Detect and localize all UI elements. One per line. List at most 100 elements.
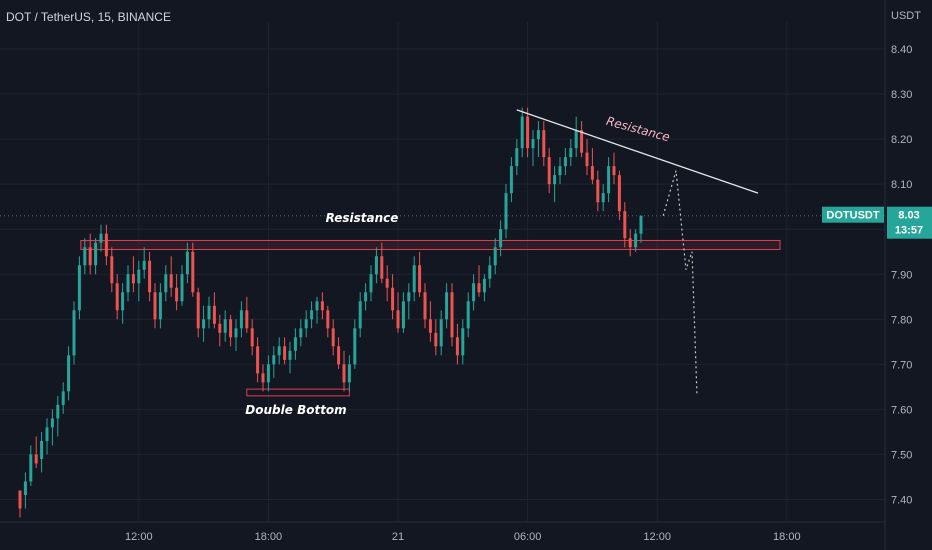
candle-body bbox=[472, 283, 476, 302]
candle-body bbox=[196, 292, 200, 329]
candle-body bbox=[126, 274, 130, 293]
candle-body bbox=[558, 166, 562, 176]
candle-body bbox=[61, 391, 65, 405]
axis-layer: 7.407.507.607.707.807.908.008.108.208.30… bbox=[0, 0, 912, 550]
candle-body bbox=[29, 454, 33, 482]
candle-body bbox=[34, 454, 38, 464]
candle-body bbox=[137, 269, 141, 284]
candle-body bbox=[509, 166, 513, 194]
candle-body bbox=[50, 418, 54, 428]
candle-body bbox=[401, 301, 405, 329]
candle-body bbox=[310, 310, 314, 320]
candle-body bbox=[504, 193, 508, 230]
grid-layer bbox=[0, 22, 885, 522]
y-tick-label: 8.40 bbox=[891, 44, 912, 56]
candle-body bbox=[56, 404, 60, 419]
candle-body bbox=[164, 274, 168, 293]
x-tick-label: 06:00 bbox=[514, 531, 542, 543]
candle-body bbox=[266, 364, 270, 383]
last-price-value: 8.03 bbox=[898, 210, 919, 222]
last-price-tag bbox=[887, 206, 932, 239]
candle-body bbox=[488, 265, 492, 279]
candle-body bbox=[337, 346, 341, 365]
candle-body bbox=[585, 152, 589, 167]
candle-body bbox=[364, 292, 368, 302]
candle-body bbox=[45, 427, 49, 441]
candle-body bbox=[374, 256, 378, 275]
candle-body bbox=[223, 319, 227, 333]
candle-body bbox=[601, 193, 605, 203]
candle-body bbox=[531, 139, 535, 149]
candle-body bbox=[277, 346, 281, 356]
double-bottom-zone bbox=[246, 388, 350, 397]
candle-body bbox=[256, 346, 260, 374]
y-tick-label: 8.30 bbox=[891, 89, 912, 101]
candle-body bbox=[547, 157, 551, 185]
candle-body bbox=[634, 233, 638, 248]
candle-body bbox=[94, 242, 98, 266]
y-tick-label: 7.90 bbox=[891, 269, 912, 281]
candle-body bbox=[299, 328, 303, 338]
candle-body bbox=[202, 319, 206, 329]
candle-body bbox=[115, 283, 119, 311]
candle-body bbox=[331, 328, 335, 347]
candle-body bbox=[445, 292, 449, 320]
candle-body bbox=[40, 440, 44, 459]
x-tick-label: 12:00 bbox=[125, 531, 153, 543]
candle-body bbox=[18, 490, 22, 509]
candle-body bbox=[326, 310, 330, 329]
candle-body bbox=[612, 166, 616, 176]
candle-layer bbox=[18, 107, 643, 518]
candle-body bbox=[428, 319, 432, 333]
y-tick-label: 8.10 bbox=[891, 179, 912, 191]
candle-body bbox=[104, 233, 108, 257]
candle-body bbox=[250, 328, 254, 347]
candle-body bbox=[77, 265, 81, 311]
candle-body bbox=[121, 292, 125, 311]
candle-body bbox=[515, 148, 519, 167]
y-tick-label: 8.20 bbox=[891, 134, 912, 146]
candle-body bbox=[520, 116, 524, 149]
candle-body bbox=[607, 166, 611, 194]
candle-body bbox=[385, 278, 389, 288]
candle-body bbox=[272, 355, 276, 365]
candle-body bbox=[245, 310, 249, 329]
y-tick-label: 7.70 bbox=[891, 359, 912, 371]
candle-body bbox=[450, 292, 454, 338]
candle-body bbox=[380, 256, 384, 279]
symbol-tag bbox=[822, 206, 884, 223]
candle-body bbox=[590, 166, 594, 180]
candle-body bbox=[175, 287, 179, 302]
y-tick-label: 7.80 bbox=[891, 314, 912, 326]
candle-body bbox=[283, 346, 287, 360]
symbol-tag-text: DOTUSDT bbox=[826, 210, 879, 222]
candle-body bbox=[320, 301, 324, 311]
x-tick-label: 18:00 bbox=[773, 531, 801, 543]
candle-body bbox=[623, 211, 627, 239]
candle-body bbox=[553, 175, 557, 185]
candle-body bbox=[67, 355, 71, 392]
candle-body bbox=[110, 256, 114, 284]
candle-body bbox=[563, 157, 567, 167]
candle-body bbox=[391, 287, 395, 311]
candle-body bbox=[23, 481, 27, 495]
x-tick-label: 18:00 bbox=[255, 531, 283, 543]
drawing-layer: Resistance Resistance Double Bottom bbox=[245, 109, 759, 417]
candle-body bbox=[207, 305, 211, 320]
candle-body bbox=[580, 130, 584, 153]
zone-layer bbox=[80, 239, 781, 397]
candle-body bbox=[358, 301, 362, 329]
candle-body bbox=[72, 310, 76, 356]
candle-body bbox=[434, 332, 438, 347]
trendline-resistance bbox=[516, 109, 759, 194]
candle-body bbox=[596, 179, 600, 203]
candle-body bbox=[423, 292, 427, 320]
candle-body bbox=[617, 175, 621, 212]
candle-body bbox=[499, 229, 503, 248]
double-bottom-label: Double Bottom bbox=[245, 403, 346, 417]
candle-body bbox=[212, 305, 216, 324]
candle-body bbox=[158, 292, 162, 320]
x-tick-label: 21 bbox=[392, 531, 404, 543]
y-tick-label: 7.50 bbox=[891, 449, 912, 461]
